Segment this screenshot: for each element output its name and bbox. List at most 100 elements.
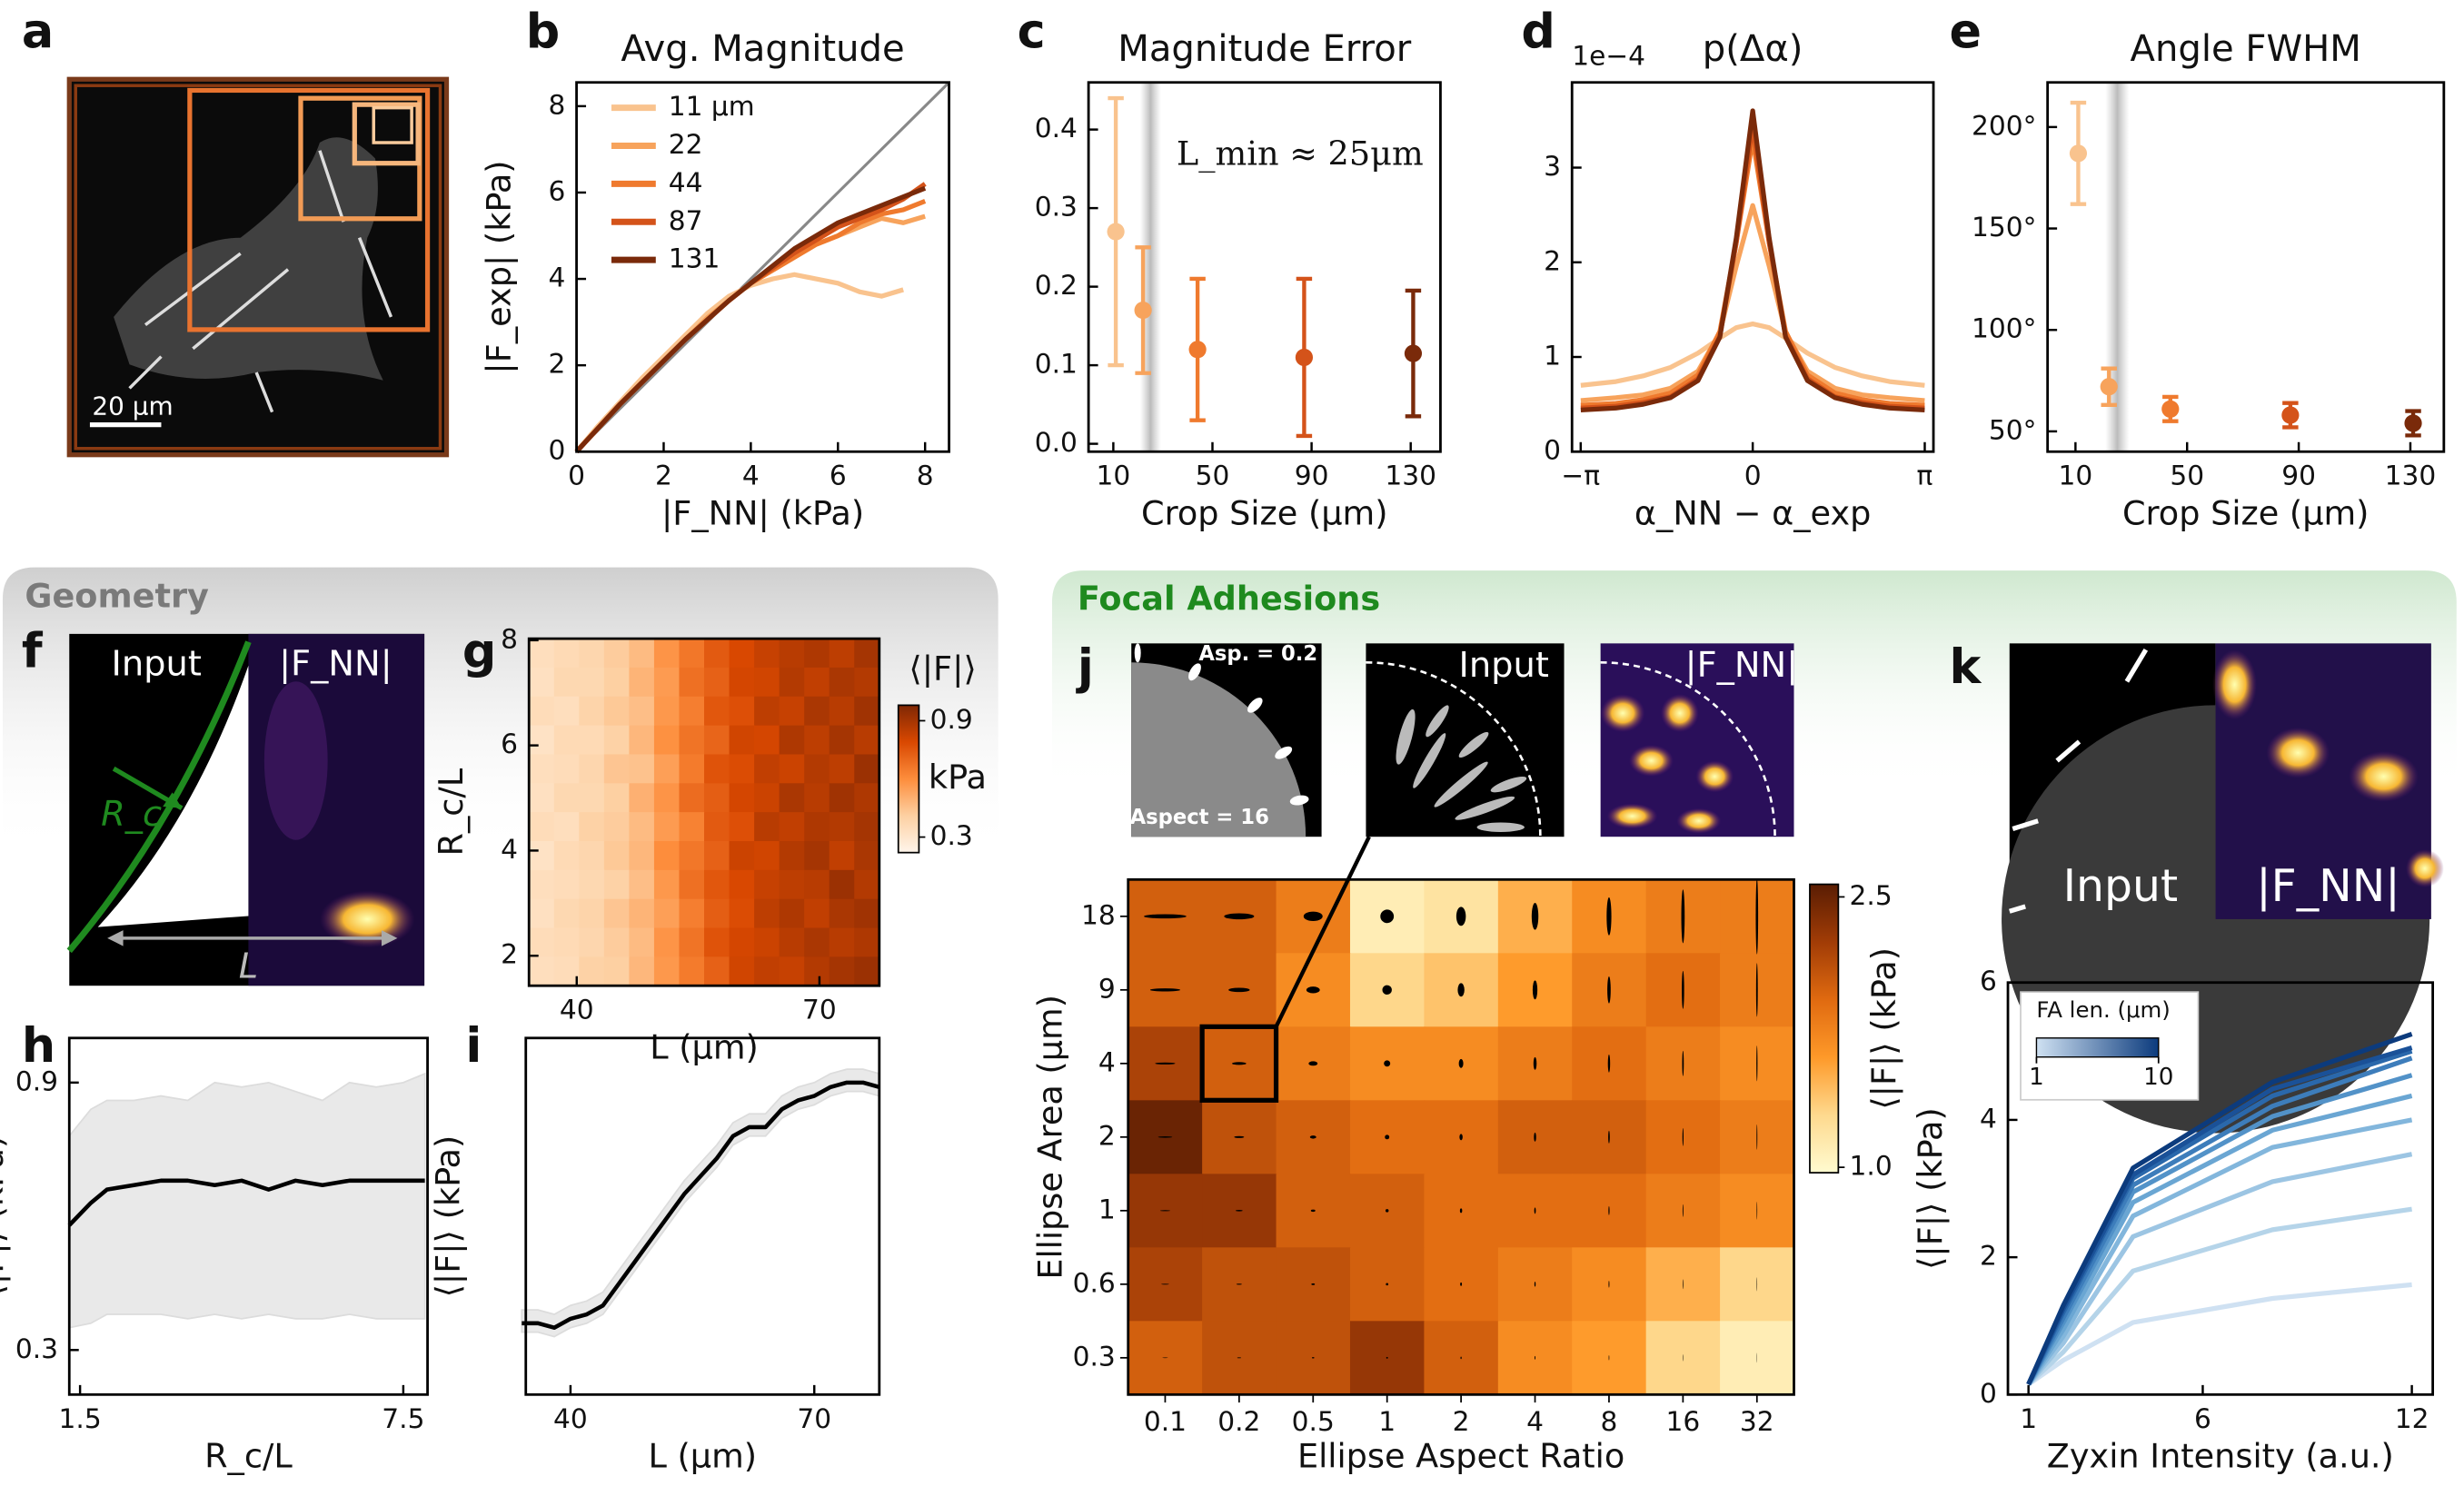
heatmap-cell [829, 956, 856, 987]
x-tick-label: 130 [2385, 460, 2437, 491]
heatmap-cell [729, 956, 755, 987]
heatmap-cell [603, 696, 631, 727]
heatmap-cell [579, 956, 605, 987]
x-tick-label: 7.5 [382, 1402, 424, 1434]
heatmap-cell [829, 927, 856, 958]
heatmap-cell [653, 812, 681, 842]
line [1580, 203, 1925, 403]
heatmap-cell [679, 639, 705, 669]
panel-letter: a [22, 4, 54, 59]
heatmap-cell [1645, 1321, 1721, 1396]
heatmap-cell [704, 956, 730, 987]
ellipse-glyph [1532, 980, 1538, 1000]
ellipse-glyph [1457, 983, 1465, 997]
ellipse-glyph [1534, 1132, 1536, 1142]
offset-label: 1e−4 [1572, 39, 1645, 71]
x-tick-label: 50 [1196, 460, 1230, 491]
colorbar-label: ⟨|F|⟩ (kPa) [1864, 947, 1904, 1110]
axes-frame [2006, 981, 2435, 1396]
heatmap-cell [729, 898, 755, 929]
heatmap-cell [529, 812, 555, 842]
heatmap-cell [579, 725, 605, 756]
heatmap-cell [529, 725, 555, 756]
x-tick-label: 1 [2020, 1402, 2037, 1434]
heatmap-cell [704, 898, 730, 929]
heatmap-cell [553, 812, 581, 842]
line [574, 185, 927, 454]
point [1134, 301, 1152, 320]
heatmap-cell [729, 869, 755, 900]
ellipse-glyph [1608, 1281, 1610, 1288]
panel-letter: d [1521, 4, 1555, 59]
heatmap-cell [854, 898, 880, 929]
legend-colorbar [2035, 1037, 2160, 1058]
ellipse-glyph [1228, 987, 1250, 993]
heatmap-cell [804, 783, 830, 814]
x-tick-label: 6 [2194, 1402, 2211, 1434]
x-tick-label: 1.5 [59, 1402, 102, 1434]
heatmap-cell [1645, 1247, 1721, 1323]
heatmap-cell [804, 869, 830, 900]
x-tick-label: 16 [1666, 1405, 1701, 1437]
heatmap-cell [754, 639, 780, 669]
heatmap-cell [553, 927, 581, 958]
heatmap-cell [829, 639, 856, 669]
y-axis-label: Ellipse Area (μm) [1030, 995, 1069, 1280]
heatmap-cell [653, 639, 681, 669]
x-tick-label: −π [1561, 460, 1600, 491]
image-label: Input [2063, 860, 2178, 912]
heatmap-cell [553, 841, 581, 871]
heatmap-cell [679, 667, 705, 698]
line [2026, 1117, 2413, 1386]
heatmap-cell [653, 927, 681, 958]
colorbar [897, 704, 920, 854]
heatmap-cell [679, 869, 705, 900]
colorbar-tick-label: 0.9 [930, 703, 973, 735]
colorbar-title: ⟨|F|⟩ [909, 649, 976, 689]
heatmap-cell [679, 927, 705, 958]
ellipse-glyph [1384, 1060, 1391, 1067]
ellipse-glyph [1310, 1209, 1316, 1213]
heatmap-cell [553, 725, 581, 756]
image-label: |F_NN| [2256, 860, 2400, 912]
y-tick-label: 8 [548, 88, 565, 120]
heatmap-cell [804, 754, 830, 785]
heatmap-cell [779, 869, 806, 900]
heatmap-cell [1720, 1174, 1795, 1249]
heatmap-cell [779, 783, 806, 814]
heatmap-cell [779, 754, 806, 785]
heatmap-cell [854, 812, 880, 842]
ellipse-glyph [1458, 1058, 1464, 1068]
ellipse-glyph [1149, 988, 1180, 992]
heatmap-cell [629, 725, 655, 756]
ellipse-glyph [1533, 1056, 1537, 1070]
heatmap-cell [779, 927, 806, 958]
heatmap-cell [829, 812, 856, 842]
legend-label: 87 [669, 204, 703, 236]
ellipse-glyph [1534, 1207, 1536, 1214]
microscopy-image [66, 76, 450, 458]
chart-title: Magnitude Error [1118, 28, 1412, 70]
heatmap-cell [804, 639, 830, 669]
heatmap-cell [679, 898, 705, 929]
ellipse-glyph [1459, 1134, 1463, 1141]
x-tick-label: 0 [568, 460, 585, 491]
axes-frame [1087, 81, 1442, 453]
heatmap-cell [754, 841, 780, 871]
heatmap-cell [529, 754, 555, 785]
ellipse-images [1131, 643, 1794, 837]
image-label: Aspect = 16 [1130, 806, 1269, 829]
heatmap-cell [804, 956, 830, 987]
y-tick-label: 6 [1980, 965, 1997, 996]
heatmap-cell [629, 869, 655, 900]
line [574, 272, 904, 453]
confidence-band [68, 1072, 426, 1329]
heatmap-cell [529, 956, 555, 987]
heatmap-cell [529, 667, 555, 698]
legend-label: 131 [669, 243, 720, 274]
image-label: |F_NN| [279, 643, 392, 684]
annotation: L_min ≈ 25μm [1177, 134, 1424, 174]
heatmap-cell [729, 639, 755, 669]
highlight-band [1139, 82, 1161, 452]
heatmap-cell [529, 841, 555, 871]
